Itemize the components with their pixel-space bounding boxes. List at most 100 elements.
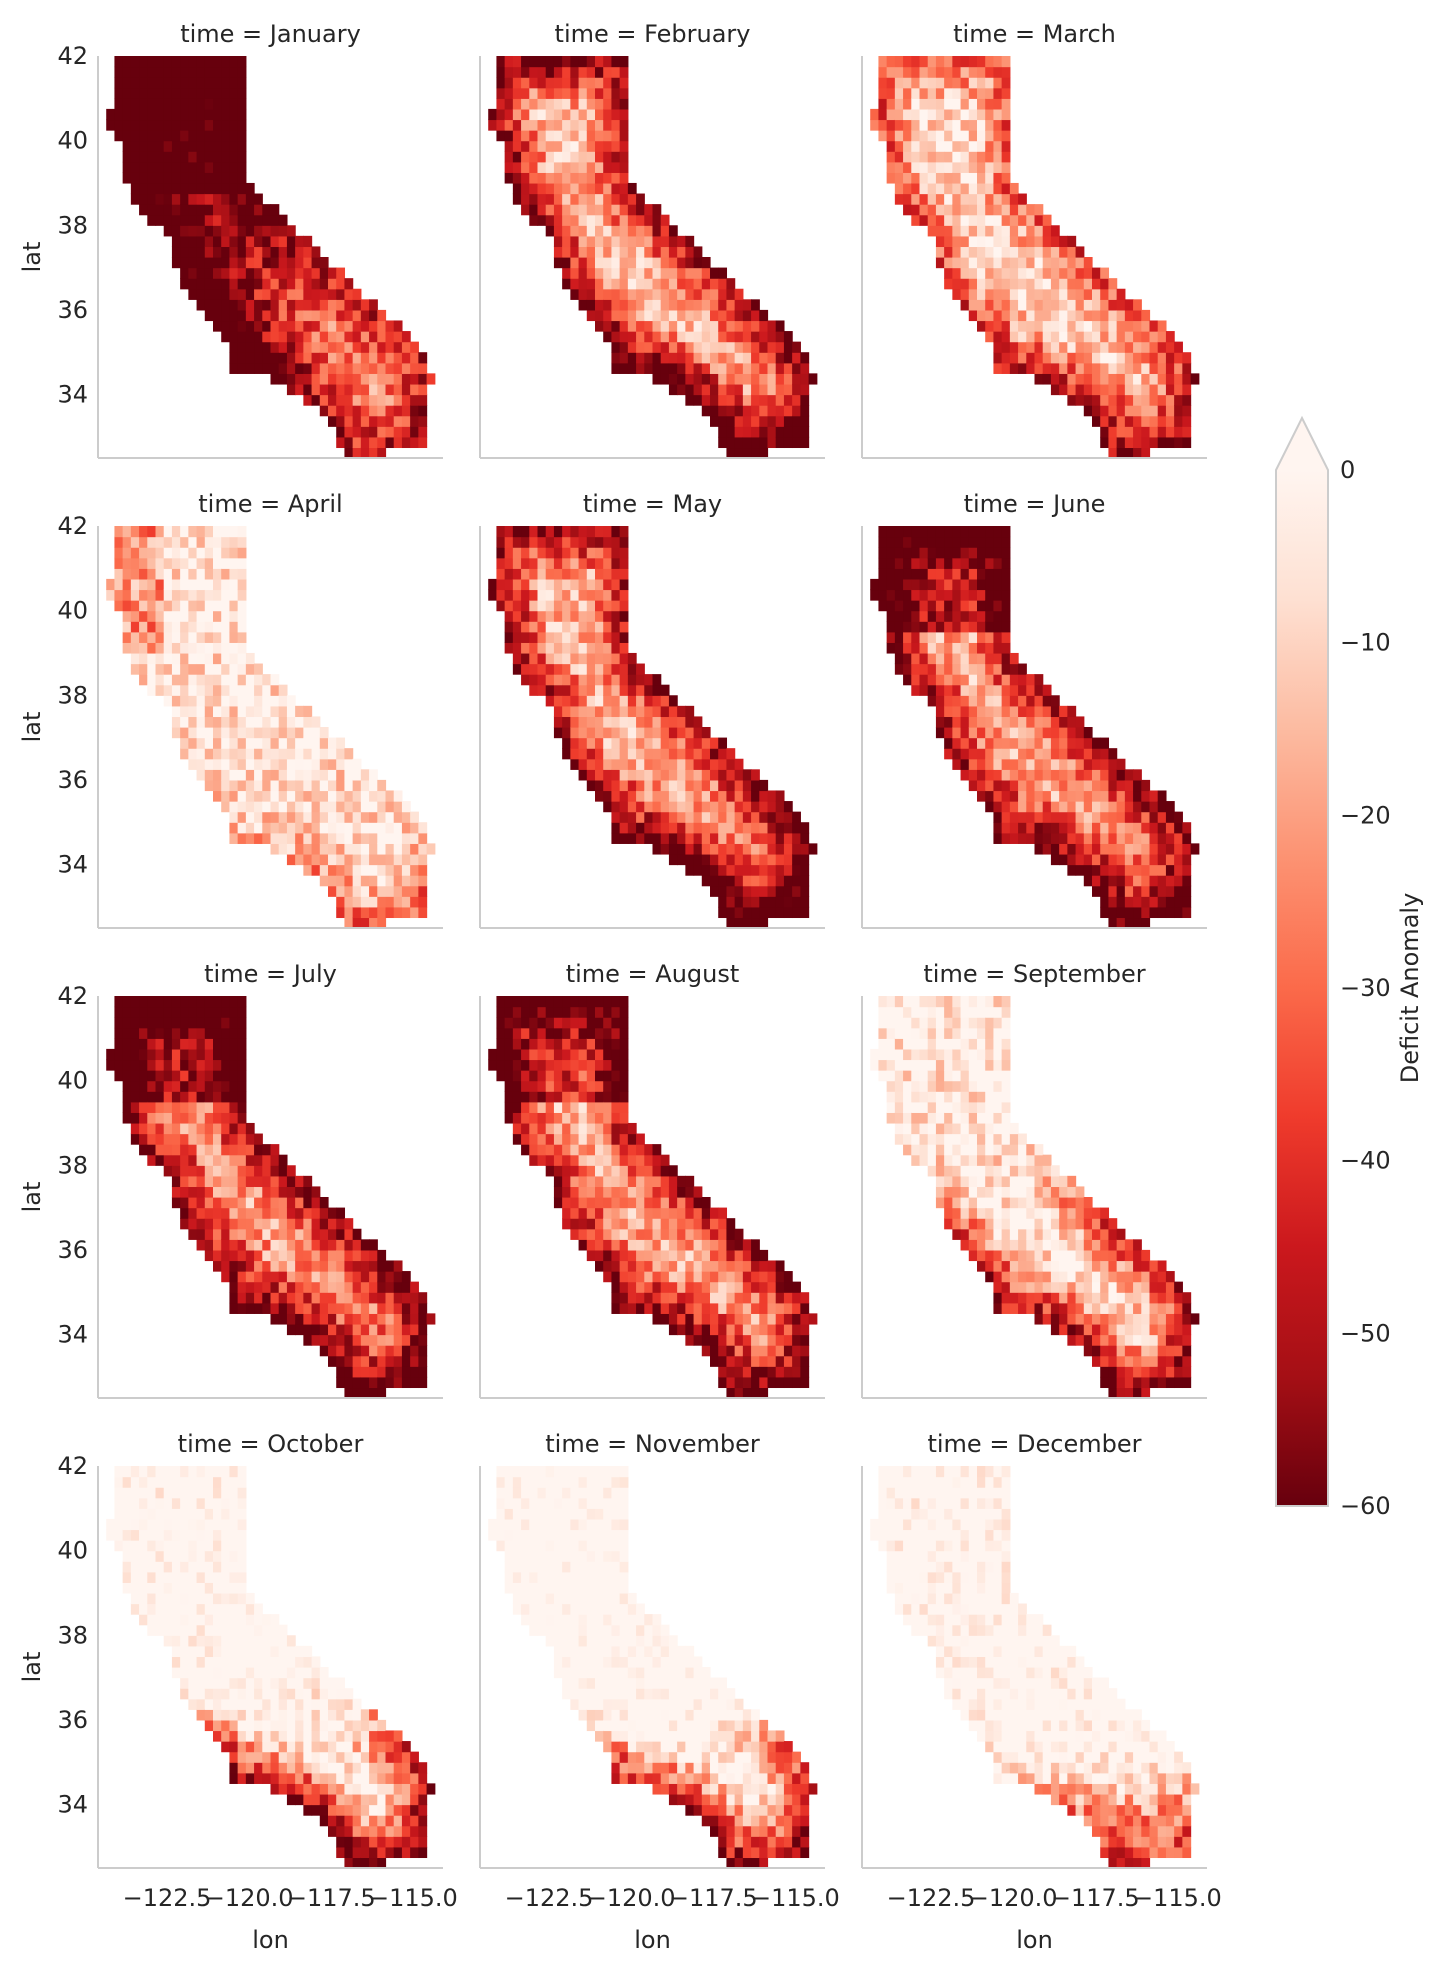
heatmap-cell bbox=[311, 299, 321, 311]
heatmap-cell bbox=[886, 578, 896, 591]
heatmap-cell bbox=[619, 557, 629, 569]
heatmap-cell bbox=[792, 415, 801, 427]
heatmap-cell bbox=[204, 1059, 214, 1071]
heatmap-cell bbox=[993, 288, 1003, 300]
heatmap-cell bbox=[147, 77, 157, 89]
heatmap-cell bbox=[668, 362, 678, 374]
heatmap-cell bbox=[418, 1323, 428, 1336]
heatmap-cell bbox=[139, 1080, 148, 1092]
heatmap-cell bbox=[586, 1165, 596, 1177]
heatmap-cell bbox=[188, 140, 198, 152]
heatmap-cell bbox=[611, 568, 621, 580]
heatmap-cell bbox=[155, 1101, 165, 1113]
heatmap-cell bbox=[985, 801, 995, 813]
heatmap-cell bbox=[960, 56, 970, 68]
heatmap-cell bbox=[586, 779, 596, 792]
heatmap-cell bbox=[344, 309, 354, 322]
heatmap-cell bbox=[106, 108, 116, 121]
heatmap-cell bbox=[586, 684, 596, 696]
heatmap-cell bbox=[734, 853, 744, 866]
heatmap-cell bbox=[1009, 278, 1019, 290]
heatmap-cell bbox=[652, 727, 662, 739]
heatmap-cell bbox=[800, 885, 810, 897]
heatmap-cell bbox=[254, 779, 263, 792]
heatmap-cell bbox=[993, 822, 1003, 834]
heatmap-cell bbox=[1133, 415, 1142, 427]
heatmap-cell bbox=[911, 610, 921, 622]
heatmap-cell bbox=[545, 610, 555, 622]
heatmap-cell bbox=[270, 362, 280, 374]
heatmap-cell bbox=[595, 161, 604, 173]
heatmap-cell bbox=[303, 716, 313, 728]
heatmap-cell bbox=[1174, 885, 1183, 897]
heatmap-cell bbox=[521, 1006, 530, 1018]
heatmap-cell bbox=[935, 652, 945, 665]
heatmap-cell bbox=[171, 1091, 181, 1103]
heatmap-cell bbox=[311, 394, 321, 406]
heatmap-cell bbox=[385, 426, 395, 438]
heatmap-cell bbox=[512, 1017, 522, 1029]
heatmap-cell bbox=[985, 642, 995, 654]
heatmap-cell bbox=[360, 1260, 370, 1272]
heatmap-cell bbox=[496, 568, 506, 580]
heatmap-cell bbox=[155, 568, 165, 580]
heatmap-cell bbox=[504, 600, 514, 612]
heatmap-cell bbox=[935, 621, 945, 633]
heatmap-cell bbox=[570, 182, 580, 195]
heatmap-cell bbox=[1059, 331, 1068, 343]
heatmap-cell bbox=[570, 748, 580, 760]
heatmap-cell bbox=[578, 737, 588, 749]
heatmap-cell bbox=[504, 1038, 514, 1050]
heatmap-cell bbox=[977, 108, 986, 121]
heatmap-cell bbox=[221, 1207, 231, 1219]
heatmap-cell bbox=[336, 1376, 346, 1389]
heatmap-cell bbox=[1124, 822, 1134, 834]
heatmap-cell bbox=[570, 77, 580, 89]
heatmap-cell bbox=[1001, 716, 1011, 728]
heatmap-cell bbox=[660, 331, 670, 343]
heatmap-cell bbox=[504, 1101, 514, 1113]
heatmap-cell bbox=[1067, 235, 1077, 248]
heatmap-cell bbox=[627, 182, 637, 195]
heatmap-cell bbox=[336, 267, 346, 279]
heatmap-cell bbox=[303, 383, 313, 396]
heatmap-cell bbox=[919, 547, 929, 559]
heatmap-cell bbox=[1133, 917, 1142, 928]
heatmap-cell bbox=[496, 589, 506, 601]
heatmap-cell bbox=[570, 66, 580, 78]
heatmap-cell bbox=[512, 536, 522, 548]
heatmap-cell bbox=[742, 790, 752, 802]
heatmap-cell bbox=[919, 214, 929, 226]
heatmap-cell bbox=[1092, 288, 1101, 300]
heatmap-cell bbox=[221, 119, 231, 131]
heatmap-cell bbox=[1009, 204, 1019, 216]
heatmap-cell bbox=[229, 320, 239, 332]
heatmap-cell bbox=[229, 77, 239, 89]
heatmap-cell bbox=[578, 214, 588, 226]
heatmap-cell bbox=[204, 716, 214, 728]
heatmap-cell bbox=[196, 204, 206, 216]
heatmap-cell bbox=[1042, 246, 1052, 258]
heatmap-cell bbox=[894, 182, 904, 195]
heatmap-cell bbox=[734, 822, 744, 834]
heatmap-cell bbox=[619, 1006, 629, 1018]
heatmap-cell bbox=[652, 341, 662, 353]
heatmap-cell bbox=[1042, 832, 1052, 844]
heatmap-cell bbox=[611, 1165, 621, 1177]
heatmap-cell bbox=[171, 652, 181, 665]
heatmap-cell bbox=[245, 1154, 255, 1166]
heatmap-cell bbox=[245, 716, 255, 728]
heatmap-cell bbox=[734, 832, 744, 844]
heatmap-cell bbox=[496, 536, 506, 548]
heatmap-cell bbox=[619, 331, 629, 343]
heatmap-cell bbox=[578, 1144, 588, 1156]
heatmap-cell bbox=[204, 257, 214, 269]
heatmap-cell bbox=[935, 98, 945, 110]
heatmap-cell bbox=[968, 108, 978, 121]
heatmap-cell bbox=[196, 56, 206, 68]
heatmap-cell bbox=[611, 1271, 621, 1283]
heatmap-cell bbox=[742, 843, 752, 855]
heatmap-cell bbox=[122, 161, 132, 173]
heatmap-cell bbox=[742, 811, 752, 823]
